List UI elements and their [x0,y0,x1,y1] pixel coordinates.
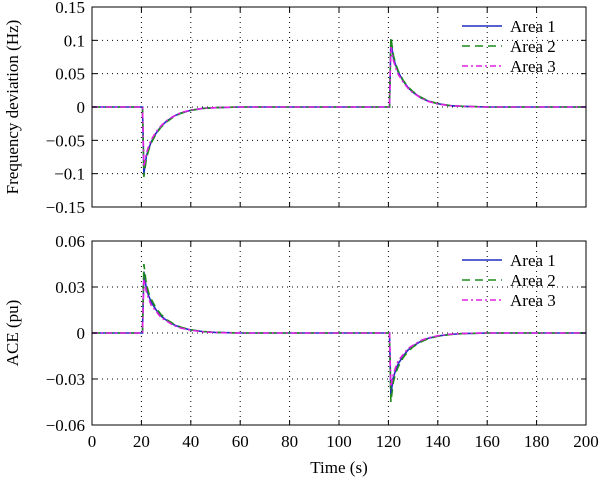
y-tick-label: −0.15 [46,198,85,217]
y-tick-label: 0 [77,324,86,343]
series-line-area-3 [92,46,586,168]
x-tick-label: 180 [524,432,550,451]
y-tick-label: 0.03 [55,278,85,297]
chart-panel-1: −0.15 −0.1 −0.05 0 0.05 0.1 0.15 Frequency devi… [3,0,587,217]
x-tick-label: 40 [182,432,199,451]
x-tick-label: 0 [88,432,97,451]
series-group [92,263,586,403]
y-tick-label: −0.05 [46,131,85,150]
x-tick-label: 200 [573,432,599,451]
legend-label: Area 1 [510,251,556,270]
y-tick-label: −0.03 [46,370,85,389]
series-group [92,36,586,178]
legend-label: Area 3 [510,57,556,76]
x-tick-label: 100 [326,432,352,451]
x-tick-label: 60 [232,432,249,451]
y-axis-label: Frequency deviation (Hz) [3,20,22,195]
x-tick-label: 120 [376,432,402,451]
y-tick-label: 0.1 [64,31,85,50]
series-line-area-3 [92,279,586,387]
x-tick-label: 140 [425,432,451,451]
y-tick-label: −0.06 [46,416,85,435]
chart-panel-2: −0.06 −0.03 0 0.03 0.06 0 20 40 60 80 100 120 140 160… [3,232,599,477]
x-tick-label: 80 [281,432,298,451]
x-tick-label: 160 [474,432,500,451]
x-tick-label: 20 [133,432,150,451]
x-axis-label: Time (s) [310,458,367,477]
y-tick-label: 0.06 [55,232,85,251]
legend-label: Area 3 [510,291,556,310]
y-tick-label: 0.05 [55,65,85,84]
legend-label: Area 1 [510,17,556,36]
y-tick-label: 0 [77,98,86,117]
legend-label: Area 2 [510,37,556,56]
y-tick-label: −0.1 [54,165,85,184]
y-axis-label: ACE (pu) [3,300,22,367]
legend-label: Area 2 [510,271,556,290]
y-tick-label: 0.15 [55,0,85,17]
